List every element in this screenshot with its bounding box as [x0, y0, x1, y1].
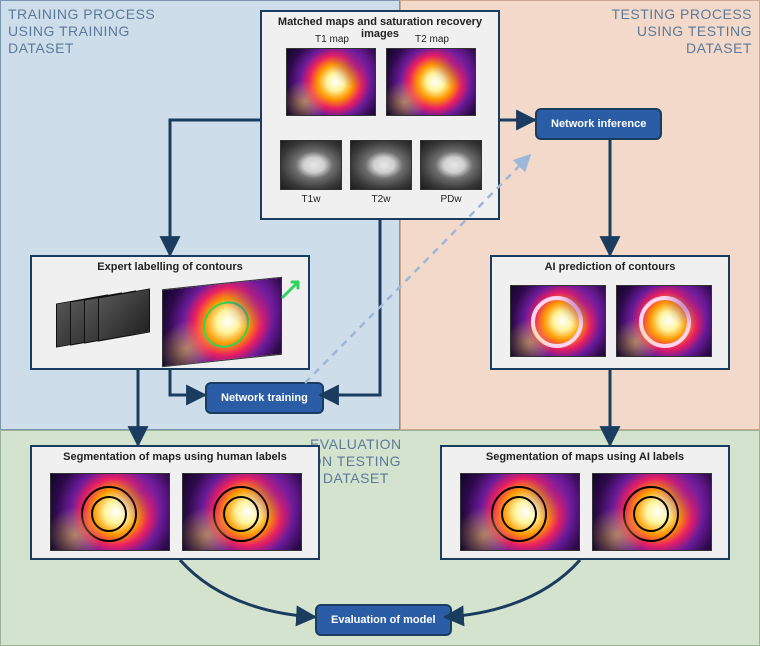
seg-ai-ring-2: [623, 486, 679, 542]
t1w-label: T1w: [280, 194, 342, 205]
input-box: Matched maps and saturation recovery ima…: [260, 10, 500, 220]
expert-box: Expert labelling of contours: [30, 255, 310, 370]
seg-human-thumb-1: [50, 473, 170, 551]
ai-ring-outer-2: [639, 296, 691, 348]
t1-map-thumb: [286, 48, 376, 116]
seg-ai-thumb-2: [592, 473, 712, 551]
t2-map-label: T2 map: [392, 34, 472, 45]
network-inference-pill: Network inference: [535, 108, 662, 140]
ai-pred-thumb-2: [616, 285, 712, 357]
ai-prediction-title: AI prediction of contours: [492, 257, 728, 277]
ai-pred-thumb-1: [510, 285, 606, 357]
ai-ring-outer-1: [531, 296, 583, 348]
pdw-thumb: [420, 140, 482, 190]
seg-human-title: Segmentation of maps using human labels: [32, 447, 318, 467]
seg-human-ring-1: [81, 486, 137, 542]
expert-contour-ring: [203, 299, 249, 350]
seg-ai-thumb-1: [460, 473, 580, 551]
seg-ai-title: Segmentation of maps using AI labels: [442, 447, 728, 467]
seg-human-box: Segmentation of maps using human labels: [30, 445, 320, 560]
training-section-label: TRAINING PROCESSUSING TRAININGDATASET: [8, 6, 155, 56]
expert-box-title: Expert labelling of contours: [32, 257, 308, 277]
t2w-label: T2w: [350, 194, 412, 205]
seg-human-ring-1b: [91, 496, 127, 532]
seg-ai-box: Segmentation of maps using AI labels: [440, 445, 730, 560]
ai-prediction-box: AI prediction of contours: [490, 255, 730, 370]
network-training-pill: Network training: [205, 382, 324, 414]
seg-ai-ring-2b: [633, 496, 669, 532]
seg-human-ring-2: [213, 486, 269, 542]
expert-annotated-thumb: [162, 277, 282, 368]
t2-map-thumb: [386, 48, 476, 116]
seg-human-ring-2b: [223, 496, 259, 532]
t1w-thumb: [280, 140, 342, 190]
expert-arrow-icon: [280, 277, 304, 301]
seg-ai-ring-1b: [501, 496, 537, 532]
t1-map-label: T1 map: [292, 34, 372, 45]
evaluation-pill: Evaluation of model: [315, 604, 452, 636]
t2w-thumb: [350, 140, 412, 190]
seg-ai-ring-1: [491, 486, 547, 542]
evaluation-section-label: EVALUATIONON TESTINGDATASET: [310, 436, 402, 486]
stack-card: [98, 288, 150, 341]
pdw-label: PDw: [420, 194, 482, 205]
seg-human-thumb-2: [182, 473, 302, 551]
testing-section-label: TESTING PROCESSUSING TESTINGDATASET: [611, 6, 752, 56]
